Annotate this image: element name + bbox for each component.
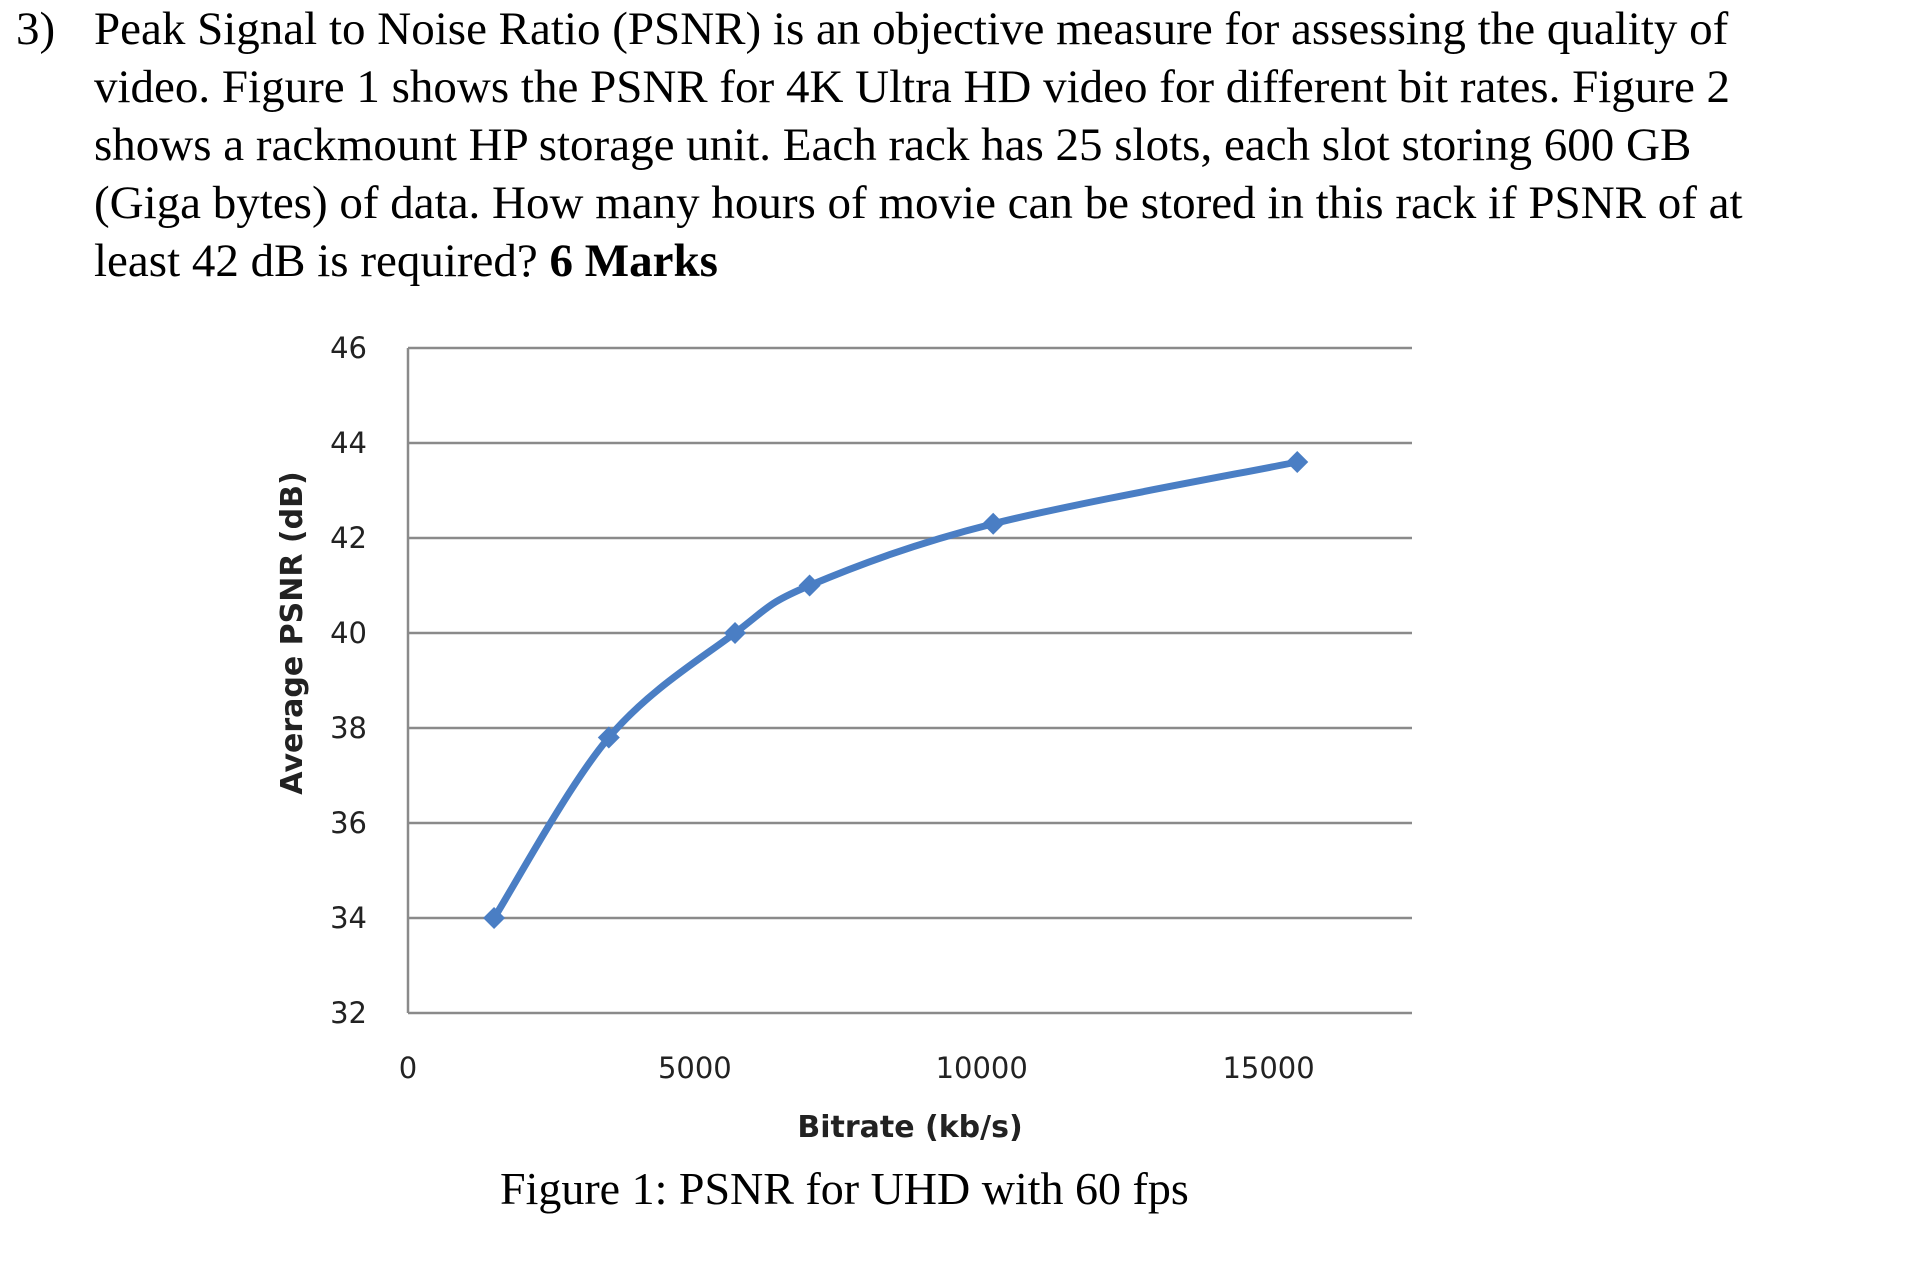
grid-layer [408, 346, 1412, 1015]
y-tick-label: 38 [330, 711, 367, 745]
y-tick-label: 44 [330, 426, 367, 460]
y-tick-label: 34 [330, 901, 367, 935]
data-point-marker [597, 726, 620, 749]
x-tick-label: 15000 [1222, 1051, 1314, 1085]
data-point-marker [724, 622, 747, 644]
y-tick-label: 32 [330, 996, 367, 1030]
figure-caption: Figure 1: PSNR for UHD with 60 fps [500, 1163, 1189, 1214]
question-text-block: Peak Signal to Noise Ratio (PSNR) is an … [94, 0, 1774, 290]
x-axis-title: Bitrate (kb/s) [797, 1110, 1022, 1145]
question-text: Peak Signal to Noise Ratio (PSNR) is an … [94, 3, 1743, 287]
data-point-marker [1286, 451, 1309, 473]
question-number: 3) [16, 3, 56, 55]
x-tick-label: 5000 [658, 1051, 732, 1085]
question-marks: 6 Marks [549, 235, 718, 287]
data-point-marker [798, 574, 821, 597]
y-tick-label: 36 [330, 806, 367, 840]
y-tick-label: 46 [330, 331, 367, 365]
y-tick-label: 40 [330, 616, 367, 650]
x-tick-label: 10000 [936, 1051, 1028, 1085]
y-tick-label: 42 [330, 521, 367, 555]
series-layer [483, 451, 1309, 929]
y-axis-title: Average PSNR (dB) [275, 471, 310, 794]
y-tick-labels: 32 34 36 38 40 42 44 46 [330, 331, 367, 1030]
data-point-marker [982, 512, 1005, 535]
x-tick-label: 0 [399, 1051, 417, 1085]
series-line-0 [490, 458, 1301, 922]
data-point-marker [483, 907, 506, 929]
x-tick-labels: 0 5000 10000 15000 [399, 1051, 1315, 1085]
